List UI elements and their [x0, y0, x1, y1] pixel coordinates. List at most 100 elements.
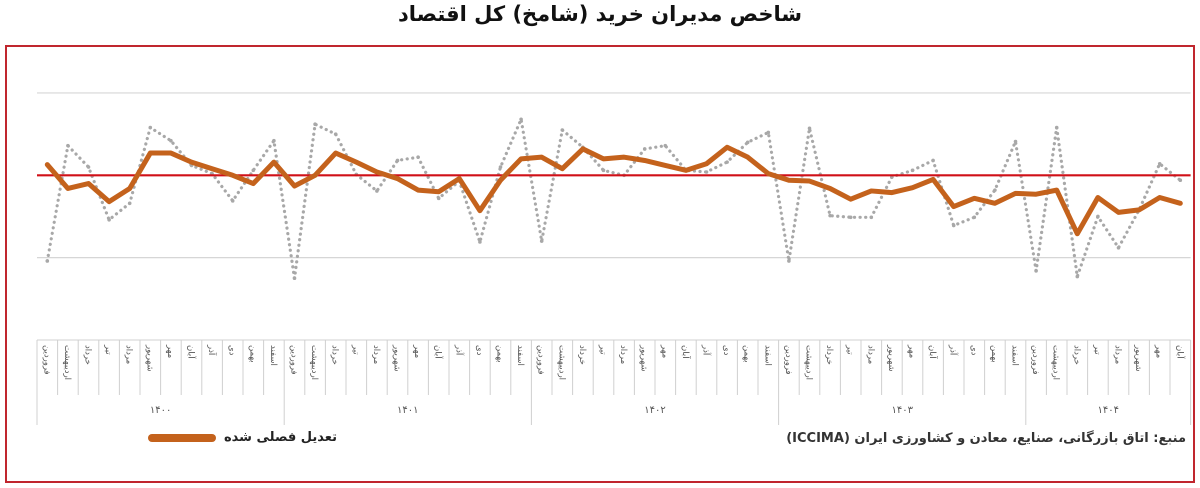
raw-point [1116, 245, 1121, 250]
month-tick-label: مرداد [124, 345, 134, 364]
month-tick-label: دی [968, 345, 978, 356]
raw-point [107, 217, 111, 222]
month-tick-label: مهر [659, 344, 669, 358]
raw-point [1096, 214, 1100, 219]
series-adjusted-line [44, 144, 1183, 237]
month-tick-label: اسفند [762, 345, 772, 366]
month-tick-label: آذر [453, 344, 465, 356]
raw-point [539, 239, 544, 243]
month-tick-label: اردیبهشت [1051, 345, 1061, 380]
month-tick-label: خرداد [577, 345, 587, 365]
raw-point [272, 138, 276, 143]
raw-point [1178, 178, 1183, 183]
month-tick-label: اردیبهشت [804, 345, 814, 380]
legend-swatch-adjusted [148, 433, 216, 442]
year-label: ۱۴۰۰ [150, 405, 171, 416]
month-tick-label: آذر [701, 344, 713, 356]
raw-point [416, 155, 420, 159]
legend: تعدیل فصلی شده [148, 430, 337, 445]
month-tick-label: تیر [598, 344, 608, 355]
month-tick-label: آبان [927, 345, 939, 359]
raw-point [333, 132, 338, 136]
raw-point [745, 140, 750, 145]
raw-point [766, 130, 771, 135]
raw-point [910, 168, 915, 173]
raw-point [828, 213, 832, 218]
year-label: ۱۴۰۴ [1097, 405, 1118, 416]
month-tick-label: تیر [1092, 344, 1102, 355]
month-tick-label: دی [721, 345, 731, 356]
month-tick-label: فروردین [1030, 345, 1040, 375]
raw-point [375, 189, 379, 193]
raw-point [869, 215, 874, 220]
raw-point [1054, 125, 1059, 130]
month-tick-label: شهریور [392, 344, 402, 372]
raw-point [848, 215, 853, 220]
raw-point [66, 143, 70, 148]
month-tick-label: اردیبهشت [309, 345, 319, 380]
month-tick-label: آذر [948, 344, 960, 356]
raw-point [787, 259, 791, 263]
month-tick-label: خرداد [1071, 345, 1081, 365]
legend-label-adjusted: تعدیل فصلی شده [224, 430, 338, 445]
raw-point [1075, 274, 1080, 279]
month-tick-label: اردیبهشت [62, 345, 72, 380]
series-raw-line [45, 113, 1182, 279]
raw-point [972, 215, 977, 220]
month-tick-label: شهریور [144, 344, 154, 372]
month-tick-label: آبان [1174, 345, 1186, 359]
chart-title: شاخص مدیران خرید (شامخ) کل اقتصاد [398, 2, 802, 26]
chart-frame [5, 45, 1195, 483]
month-tick-label: اسفند [1010, 345, 1020, 366]
raw-point [313, 122, 317, 127]
raw-point [931, 158, 935, 163]
month-tick-label: فروردین [536, 345, 546, 375]
month-tick-label: مهر [165, 344, 175, 358]
month-tick-label: تیر [845, 344, 855, 355]
month-tick-label: اردیبهشت [556, 345, 566, 380]
month-tick-label: تیر [350, 344, 360, 355]
raw-point [292, 276, 297, 281]
raw-point [478, 240, 482, 244]
month-tick-label: مرداد [618, 345, 628, 364]
raw-point [951, 223, 956, 228]
raw-point [395, 158, 400, 163]
raw-point [127, 201, 132, 206]
month-tick-label: مهر [907, 344, 917, 358]
month-tick-label: مهر [412, 344, 422, 358]
raw-point [86, 165, 91, 169]
month-tick-label: شهریور [1133, 344, 1143, 372]
month-tick-label: فروردین [41, 345, 51, 375]
month-tick-label: بهمن [742, 345, 752, 363]
month-tick-label: آبان [186, 345, 198, 359]
raw-point [1013, 139, 1018, 144]
month-tick-label: اسفند [268, 345, 278, 366]
month-tick-label: اسفند [515, 345, 525, 366]
month-tick-label: تیر [103, 344, 113, 355]
month-tick-label: خرداد [330, 345, 340, 365]
raw-point [251, 168, 256, 173]
year-label: ۱۴۰۳ [891, 405, 913, 416]
month-tick-label: فروردین [783, 345, 793, 375]
month-tick-label: آبان [433, 345, 445, 359]
month-tick-label: خرداد [83, 345, 93, 365]
raw-point [725, 160, 729, 164]
raw-point [169, 138, 173, 143]
raw-point [993, 188, 997, 192]
month-tick-label: مرداد [865, 345, 875, 364]
month-tick-label: شهریور [639, 344, 649, 372]
month-tick-label: بهمن [989, 345, 999, 363]
raw-point [1157, 161, 1162, 166]
month-tick-label: آبان [680, 345, 692, 359]
raw-point [148, 125, 153, 130]
raw-point [230, 199, 235, 203]
month-tick-label: مرداد [1113, 345, 1123, 364]
raw-point [45, 259, 50, 263]
year-label: ۱۴۰۲ [644, 405, 665, 416]
raw-point [601, 168, 606, 173]
month-tick-label: شهریور [886, 344, 896, 372]
month-tick-label: خرداد [824, 345, 834, 365]
raw-point [560, 128, 565, 132]
year-label: ۱۴۰۱ [397, 405, 418, 416]
raw-point [704, 170, 709, 174]
